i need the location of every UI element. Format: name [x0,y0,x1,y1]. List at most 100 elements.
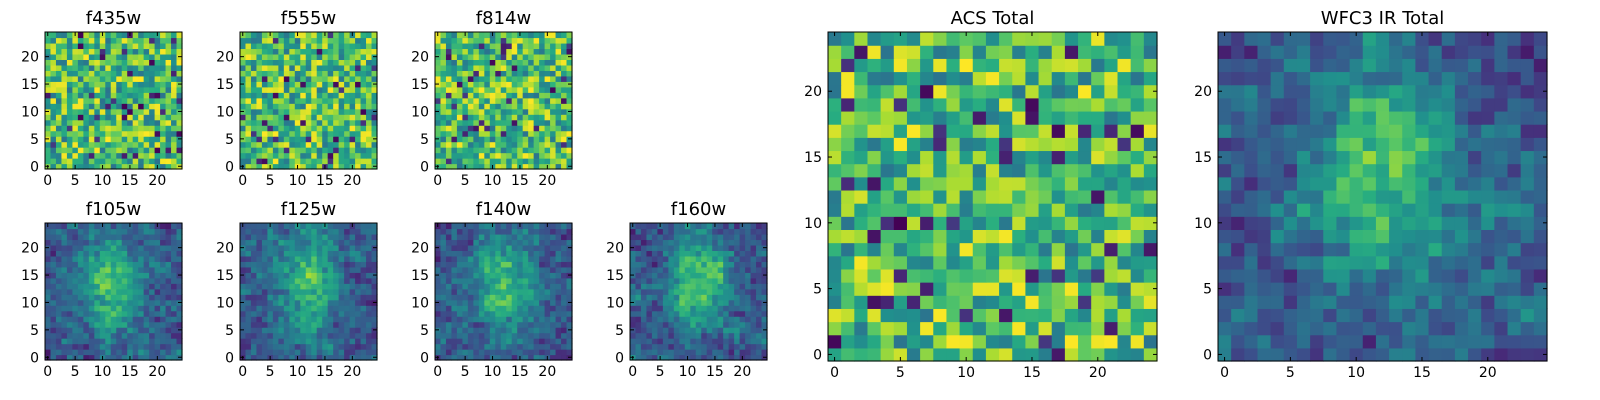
heatmap-cell [83,338,90,345]
heatmap-cell [435,114,442,121]
heatmap-cell [154,349,161,356]
heatmap-cell [920,189,934,204]
heatmap-cell [506,299,513,306]
heatmap-cell [105,321,112,328]
heatmap-cell [72,294,79,301]
heatmap-cell [445,75,453,82]
heatmap-cell [1130,347,1145,362]
heatmap-cell [946,189,961,204]
heatmap-cell [116,338,123,345]
heatmap-cell [734,288,741,295]
heatmap-cell [154,244,161,251]
heatmap-cell [728,343,735,350]
heatmap-cell [278,32,285,39]
heatmap-cell [245,103,252,110]
heatmap-cell [867,242,882,257]
heatmap-cell [83,283,90,290]
heatmap-cell [99,64,106,71]
heatmap-cell [506,338,513,345]
heatmap-cell [121,277,128,284]
heatmap-cell [717,266,724,273]
heatmap-cell [294,141,301,148]
heatmap-cell [338,349,345,356]
heatmap-cell [267,343,274,350]
heatmap-cell [305,130,312,137]
heatmap-cell [300,125,307,132]
heatmap-cell [289,130,296,137]
heatmap-cell [561,244,568,251]
heatmap-cell [728,239,735,246]
heatmap-cell [684,283,691,290]
heatmap-cell [66,97,73,104]
heatmap-cell [127,59,134,66]
heatmap-cell [561,305,568,312]
heatmap-cell [539,288,546,295]
heatmap-cell [517,316,524,323]
heatmap-cell [94,141,101,148]
heatmap-cell [662,321,669,328]
heatmap-cell [701,277,708,284]
heatmap-cell [278,59,285,66]
heatmap-cell [344,42,351,50]
heatmap-cell [322,42,329,50]
heatmap-cell [511,119,518,126]
heatmap-cell [867,176,882,191]
heatmap-cell [435,152,442,159]
heatmap-cell [478,316,485,323]
y-tick-label: 5 [30,323,39,339]
heatmap-cell [946,268,961,283]
heatmap-cell [278,288,285,295]
heatmap-cell [946,282,961,296]
x-tick-label: 10 [94,173,112,189]
heatmap-cell [1130,176,1145,191]
heatmap-cell [121,75,128,82]
heatmap-cell [50,81,57,88]
heatmap-cell [121,114,128,121]
heatmap-cell [462,92,469,99]
heatmap-cell [555,223,562,230]
heatmap-cell [61,81,68,88]
heatmap-cell [116,48,123,55]
heatmap-cell [250,97,258,104]
heatmap-cell [256,152,263,159]
heatmap-cell [867,282,882,296]
heatmap-cell [500,119,507,126]
heatmap-cell [522,233,529,241]
heatmap-cell [333,321,340,328]
heatmap-cell [440,48,447,55]
heatmap-cell [566,310,573,317]
heatmap-cell [245,354,252,361]
heatmap-cell [256,81,263,88]
heatmap-cell [154,158,161,165]
heatmap-cell [154,141,161,148]
heatmap-cell [544,59,551,66]
heatmap-cell [646,266,653,273]
heatmap-cell [690,327,697,334]
heatmap-cell [127,158,134,165]
heatmap-cell [66,37,73,44]
heatmap-cell [484,244,491,251]
heatmap-cell [77,136,84,143]
heatmap-cell [55,223,63,230]
heatmap-cell [640,239,648,246]
heatmap-cell [305,266,312,273]
heatmap-cell [165,130,172,137]
heatmap-cell [349,141,356,148]
heatmap-cell [45,92,52,99]
heatmap-cell [673,261,680,268]
heatmap-cell [906,150,921,165]
heatmap-cell [366,294,373,301]
heatmap-cell [176,233,183,241]
heatmap-cell [327,97,334,104]
heatmap-cell [333,64,340,71]
heatmap-cell [344,321,351,328]
heatmap-cell [506,163,513,170]
heatmap-cell [300,288,307,295]
heatmap-cell [94,136,101,143]
heatmap-cell [99,81,106,88]
heatmap-cell [121,136,128,143]
heatmap-cell [717,349,724,356]
heatmap-cell [61,244,68,251]
heatmap-cell [77,114,84,121]
heatmap-cell [338,327,345,334]
